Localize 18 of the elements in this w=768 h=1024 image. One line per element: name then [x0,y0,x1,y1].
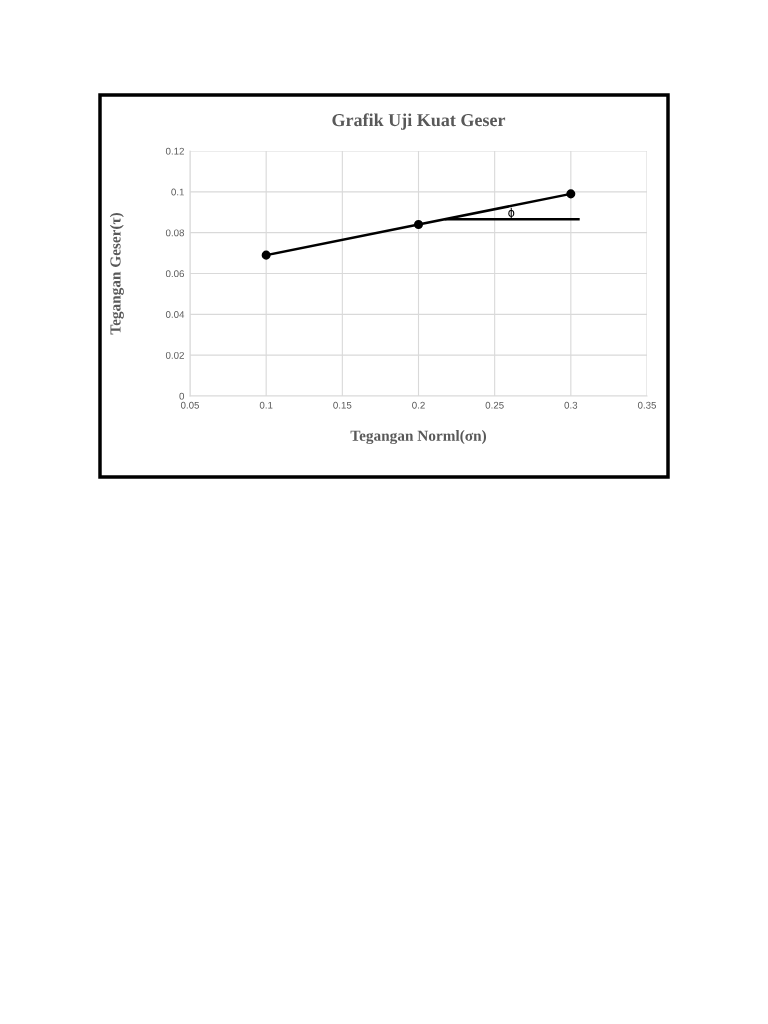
chart-title: Grafik Uji Kuat Geser [332,113,506,130]
x-tick-label: 0.25 [485,401,504,409]
y-tick-label: 0.12 [165,147,184,155]
y-tick-label: 0 [179,392,185,400]
x-tick-label: 0.35 [637,401,657,409]
y-axis-title: Tegangan Geser(τ) [109,213,124,335]
x-tick-label: 0.05 [180,401,200,409]
x-axis-title: Tegangan Norml(σn) [350,430,487,445]
x-tick-label: 0.2 [412,401,425,409]
x-tick-label: 0.3 [564,401,578,409]
y-tick-label: 0.02 [165,351,184,359]
y-tick-label: 0.04 [165,311,185,318]
x-tick-label: 0.1 [259,401,273,409]
y-tick-label: 0.08 [165,229,185,237]
x-tick-label: 0.15 [333,401,352,409]
annotation: ϕ [508,207,515,220]
y-tick-label: 0.1 [171,188,184,196]
y-tick-label: 0.06 [165,270,185,278]
